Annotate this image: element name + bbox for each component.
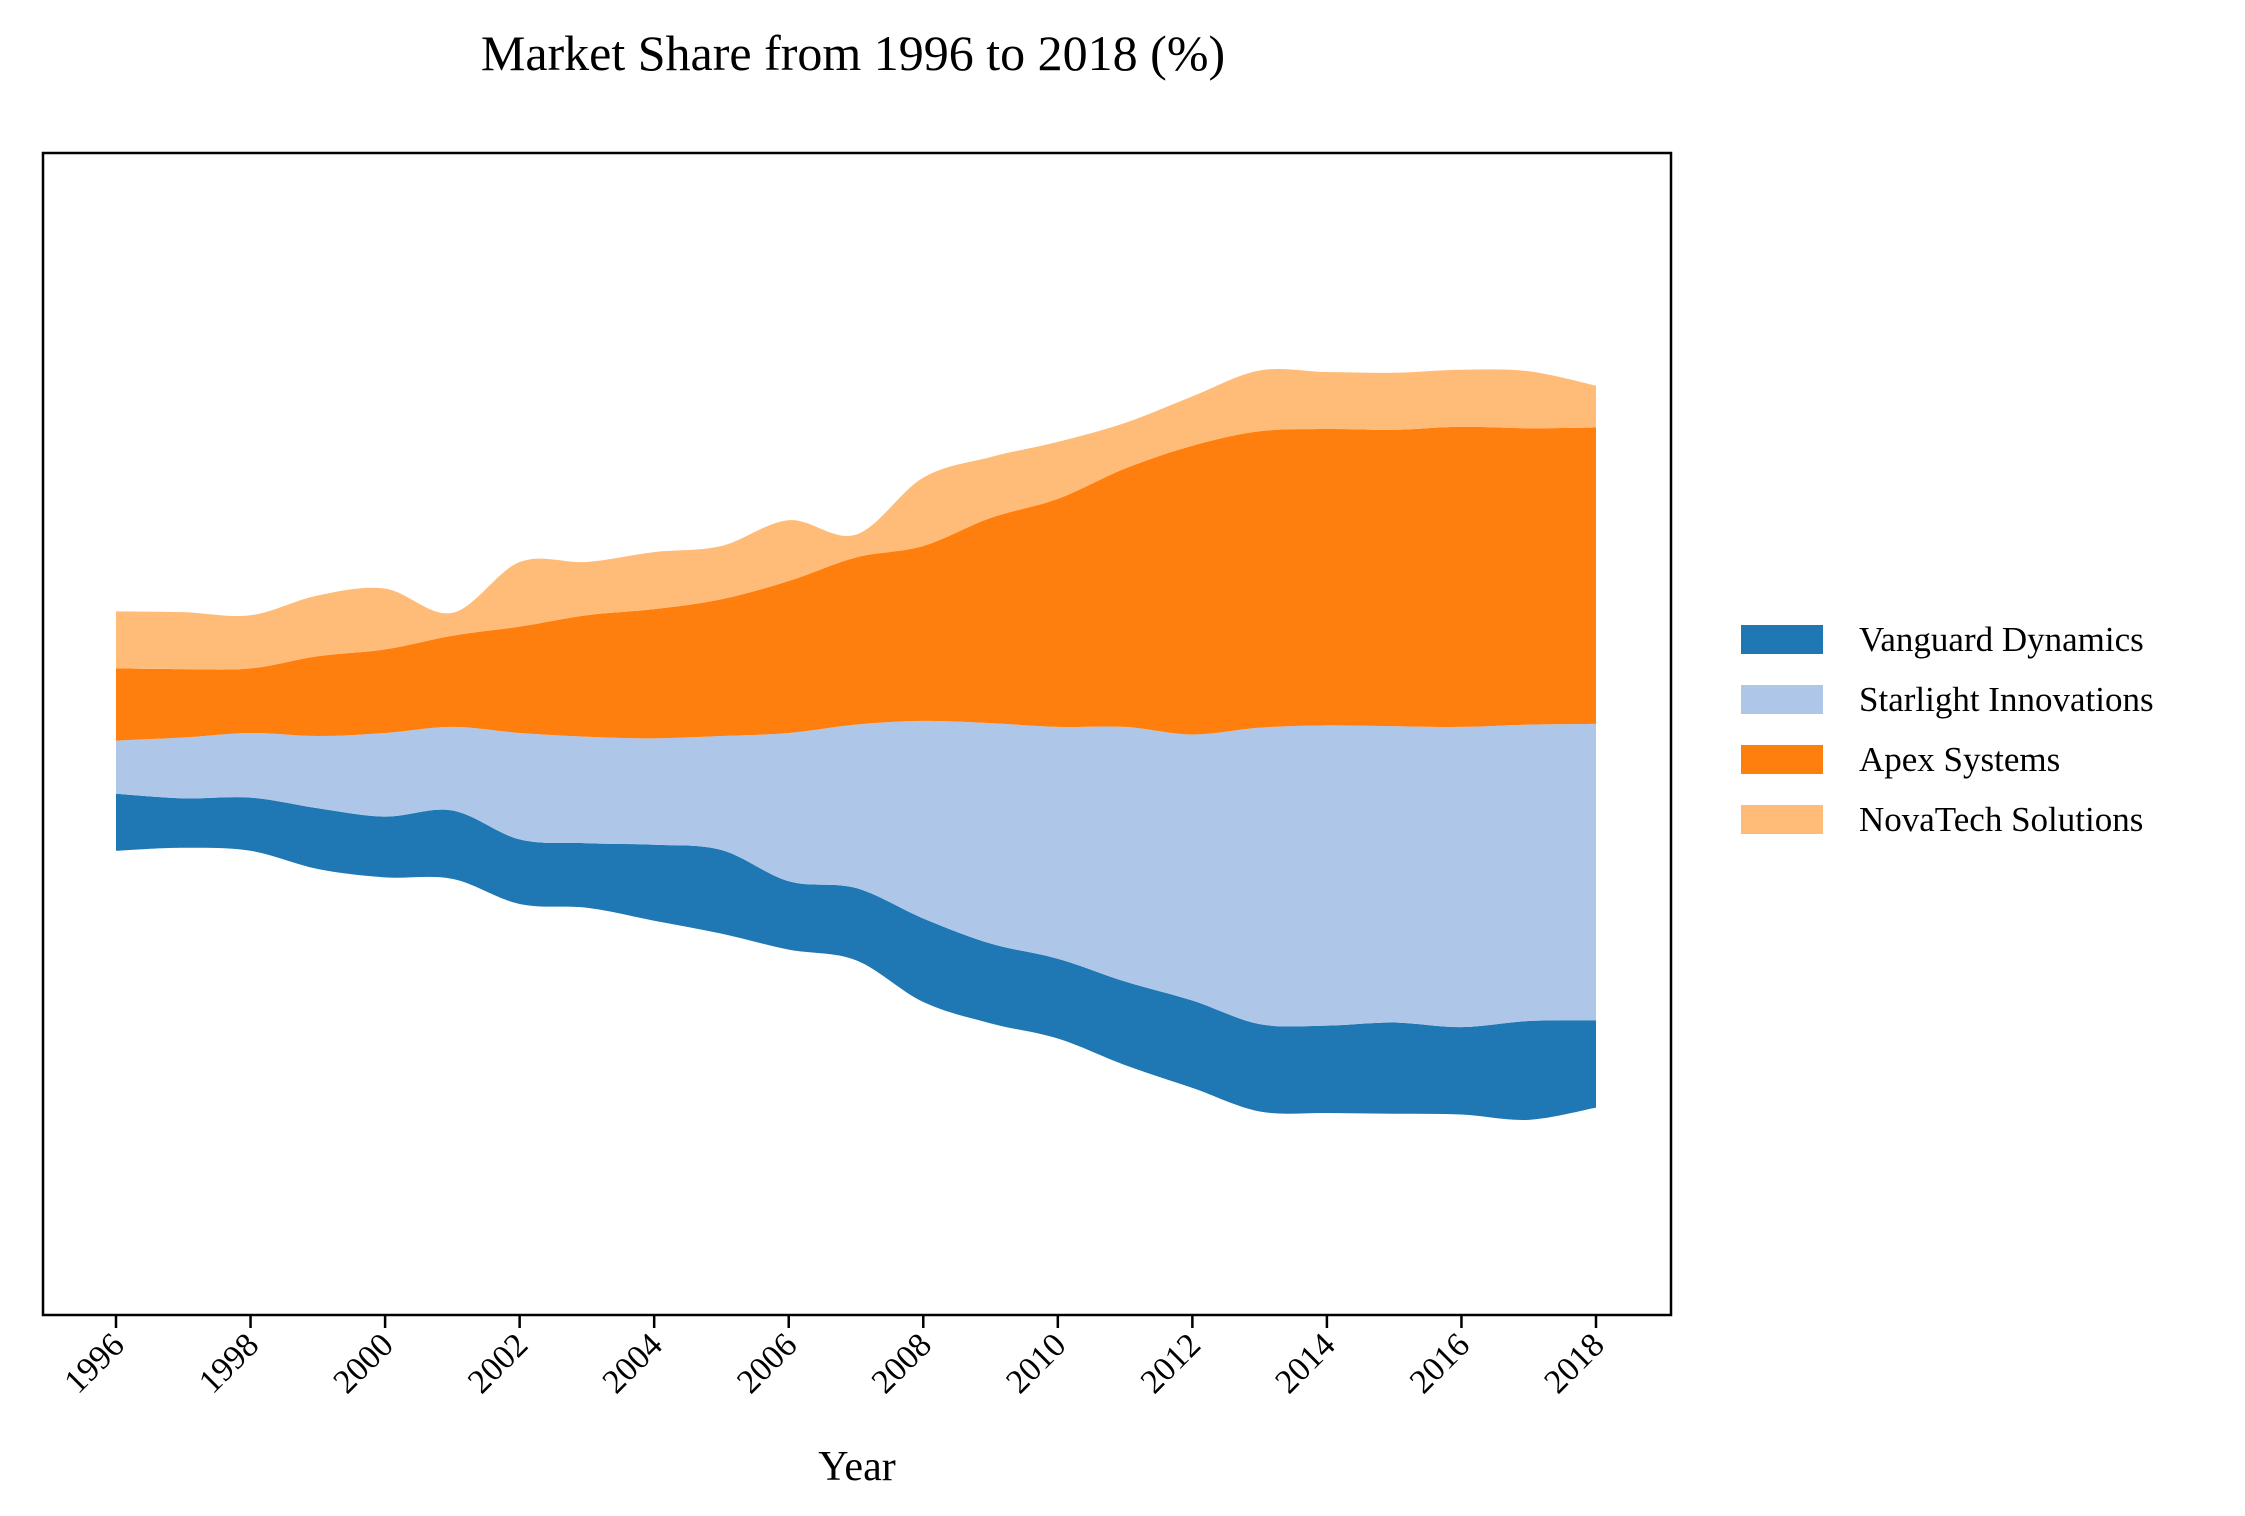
legend-swatch-apex-systems	[1741, 745, 1823, 774]
chart-title: Market Share from 1996 to 2018 (%)	[481, 25, 1225, 81]
legend-label-starlight-innovations: Starlight Innovations	[1859, 680, 2154, 719]
x-tick-label-1998: 1998	[192, 1326, 266, 1400]
legend-label-novatech-solutions: NovaTech Solutions	[1859, 800, 2143, 839]
x-tick-label-2006: 2006	[730, 1326, 804, 1400]
area-apex-systems	[116, 426, 1596, 741]
x-tick-label-2018: 2018	[1537, 1326, 1611, 1400]
area-starlight-innovations	[116, 720, 1596, 1028]
x-tick-label-2016: 2016	[1403, 1326, 1477, 1400]
legend-swatch-vanguard-dynamics	[1741, 625, 1823, 654]
legend-swatch-starlight-innovations	[1741, 685, 1823, 714]
x-tick-label-2000: 2000	[327, 1326, 401, 1400]
legend: Vanguard Dynamics Starlight Innovations Ap…	[1741, 620, 2154, 839]
x-axis: 1996 1998 2000 2002 2004 2006 2008 2010 2012 2014…	[57, 1315, 1612, 1401]
area-novatech-solutions	[116, 368, 1596, 670]
x-tick-label-2002: 2002	[461, 1326, 535, 1400]
x-axis-label: Year	[818, 1444, 895, 1490]
legend-label-apex-systems: Apex Systems	[1859, 740, 2060, 779]
legend-label-vanguard-dynamics: Vanguard Dynamics	[1859, 620, 2144, 659]
x-tick-label-2014: 2014	[1268, 1326, 1342, 1400]
legend-swatch-novatech-solutions	[1741, 805, 1823, 834]
plot-frame	[41, 151, 1673, 1317]
x-tick-label-2004: 2004	[596, 1326, 670, 1400]
x-tick-label-2008: 2008	[865, 1326, 939, 1400]
x-tick-label-2010: 2010	[999, 1326, 1073, 1400]
x-tick-label-1996: 1996	[57, 1326, 131, 1400]
area-vanguard-dynamics	[116, 793, 1596, 1120]
x-tick-label-2012: 2012	[1134, 1326, 1208, 1400]
stream-areas	[116, 368, 1596, 1120]
